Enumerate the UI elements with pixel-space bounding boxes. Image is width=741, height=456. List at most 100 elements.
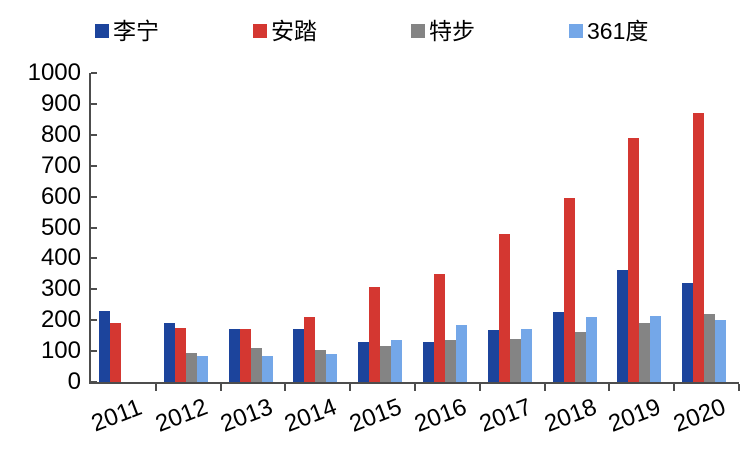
y-axis-tick xyxy=(91,102,97,105)
legend-marker-icon xyxy=(569,24,583,38)
x-axis-tick xyxy=(154,384,157,391)
bar-安踏-2019 xyxy=(628,137,640,382)
x-axis-tick xyxy=(738,384,740,391)
bar-李宁-2012 xyxy=(163,323,175,382)
legend-label: 361度 xyxy=(587,17,649,44)
bar-安踏-2013 xyxy=(239,329,251,382)
x-axis-tick xyxy=(478,384,481,391)
bar-特步-2013 xyxy=(250,348,262,382)
legend-label: 李宁 xyxy=(113,17,159,44)
bar-特步-2017 xyxy=(509,339,521,382)
bar-安踏-2015 xyxy=(369,286,381,382)
bar-group xyxy=(228,73,273,382)
bar-李宁-2019 xyxy=(617,270,629,382)
bar-李宁-2015 xyxy=(358,341,370,382)
x-axis-label: 2020 xyxy=(669,393,730,438)
bar-特步-2018 xyxy=(574,331,586,382)
legend-item: 361度 xyxy=(569,17,649,44)
x-axis-label: 2018 xyxy=(540,393,600,438)
x-axis-label: 2013 xyxy=(216,393,276,438)
y-axis-tick xyxy=(91,257,97,260)
x-axis-label: 2017 xyxy=(475,393,536,438)
y-axis-tick xyxy=(91,133,97,136)
bar-361度-2018 xyxy=(585,316,597,382)
bar-group xyxy=(487,73,532,382)
y-axis-tick xyxy=(91,319,97,322)
x-axis-tick xyxy=(284,384,287,391)
x-axis-tick xyxy=(608,384,611,391)
bar-361度-2015 xyxy=(391,339,403,382)
y-axis-tick xyxy=(91,226,97,229)
y-axis-label: 900 xyxy=(40,89,81,117)
bar-特步-2012 xyxy=(185,352,197,382)
bar-李宁-2018 xyxy=(552,311,564,382)
bar-李宁-2017 xyxy=(487,330,499,382)
bar-group xyxy=(617,73,662,382)
x-axis-tick xyxy=(219,384,222,391)
x-axis-label: 2015 xyxy=(345,393,406,438)
y-axis-tick xyxy=(91,381,97,383)
bar-特步-2016 xyxy=(445,339,456,382)
y-axis-label: 100 xyxy=(40,337,81,365)
y-axis-label: 400 xyxy=(40,244,81,272)
bar-安踏-2018 xyxy=(563,197,575,382)
legend-marker-icon xyxy=(411,24,425,38)
bar-group xyxy=(163,73,208,382)
bar-安踏-2012 xyxy=(174,327,186,382)
y-axis-label: 300 xyxy=(40,275,81,303)
x-axis-tick xyxy=(543,384,546,391)
x-axis-tick xyxy=(349,384,352,391)
bar-361度-2014 xyxy=(326,353,338,382)
bar-李宁-2016 xyxy=(423,342,434,382)
bar-361度-2016 xyxy=(456,324,467,382)
x-axis-label: 2012 xyxy=(151,393,212,438)
y-axis-label: 1000 xyxy=(27,59,81,86)
bar-361度-2012 xyxy=(196,355,208,382)
plot-area: 0 100 200 300 400 500 600 700 800 900 1000 2011 2012… xyxy=(28,61,740,438)
y-axis-label: 800 xyxy=(40,120,81,148)
y-axis-tick xyxy=(91,350,97,353)
x-axis-label: 2016 xyxy=(410,393,471,438)
legend-item: 李宁 xyxy=(95,17,253,44)
bar-group xyxy=(552,73,597,382)
bar-安踏-2016 xyxy=(434,273,445,382)
bar-361度-2017 xyxy=(520,329,532,382)
bar-group xyxy=(358,73,403,382)
bar-group xyxy=(293,73,338,382)
y-axis-label: 0 xyxy=(67,368,81,395)
bar-特步-2015 xyxy=(380,345,392,382)
y-axis-tick xyxy=(91,72,97,74)
bar-特步-2014 xyxy=(315,349,327,382)
legend-label: 安踏 xyxy=(271,17,317,44)
bar-安踏-2014 xyxy=(304,317,316,382)
bar-李宁-2020 xyxy=(682,282,694,382)
bar-李宁-2014 xyxy=(293,328,305,382)
bar-group xyxy=(682,73,727,382)
y-axis-label: 200 xyxy=(40,306,81,334)
y-axis-label: 500 xyxy=(40,213,81,241)
x-axis-tick xyxy=(673,384,676,391)
y-axis-label: 700 xyxy=(40,151,81,179)
y-axis-tick xyxy=(91,195,97,198)
x-axis-label: 2011 xyxy=(87,393,146,438)
bar-特步-2019 xyxy=(639,322,651,382)
legend-marker-icon xyxy=(95,24,109,38)
x-axis-label: 2014 xyxy=(281,393,341,438)
legend-item: 特步 xyxy=(411,19,569,43)
legend-item: 安踏 xyxy=(253,17,411,44)
bar-361度-2013 xyxy=(261,355,273,382)
bar-李宁-2011 xyxy=(99,310,110,382)
bar-安踏-2011 xyxy=(110,323,121,382)
bar-group xyxy=(99,73,143,382)
x-axis-label: 2019 xyxy=(605,393,665,438)
bar-361度-2019 xyxy=(650,316,662,382)
bar-361度-2020 xyxy=(715,319,727,382)
bar-特步-2020 xyxy=(704,314,716,382)
bar-安踏-2017 xyxy=(498,234,510,382)
bar-group xyxy=(423,73,467,382)
chart-legend: 李宁 安踏 特步 361度 xyxy=(95,16,648,46)
legend-marker-icon xyxy=(253,24,267,38)
y-axis-tick xyxy=(91,164,97,167)
y-axis-label: 600 xyxy=(40,182,81,210)
